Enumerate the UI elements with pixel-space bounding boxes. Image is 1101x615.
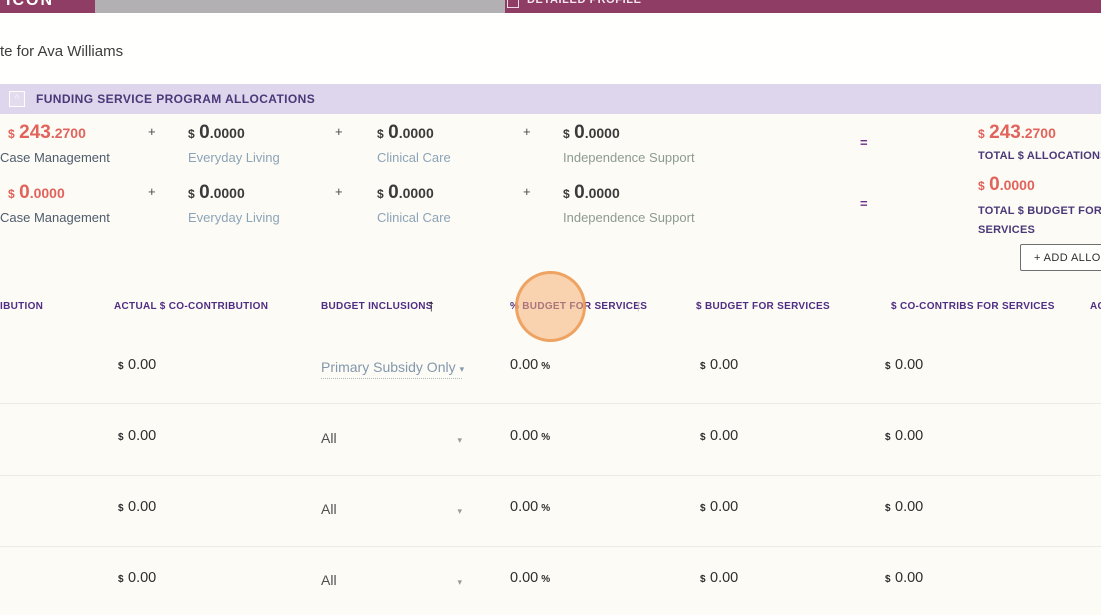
funding-allocations-section-header: ^ FUNDING SERVICE PROGRAM ALLOCATIONS (0, 84, 1101, 114)
plus-operator: + (148, 184, 156, 199)
allocation-amount-everyday-living: $ 0.0000 (188, 122, 245, 143)
sort-ascending-icon[interactable]: ↑ (427, 296, 436, 315)
plus-operator: + (335, 124, 343, 139)
chevron-down-icon: ▾ (457, 435, 462, 445)
pct-budget-for-services-value: 0.00% (510, 499, 551, 515)
budget-amount-everyday-living: $ 0.0000 (188, 182, 245, 203)
row-divider (0, 403, 1101, 404)
page-header-background (0, 13, 1101, 84)
plus-operator: + (523, 124, 531, 139)
actual-co-contribution-value: $ 0.00 (118, 499, 157, 515)
co-contribs-for-services-value: $ 0.00 (885, 570, 924, 586)
currency-symbol: $ (563, 127, 570, 141)
plus-operator: + (335, 184, 343, 199)
detailed-profile-label[interactable]: DETAILED PROFILE (527, 0, 642, 6)
add-allocation-button[interactable]: + ADD ALLOCATION (1020, 244, 1101, 271)
budget-label-case-management: Case Management (0, 210, 110, 225)
plus-operator: + (148, 124, 156, 139)
sort-ascending-icon[interactable]: ↑ (634, 296, 643, 315)
chevron-down-icon: ▾ (457, 506, 462, 516)
detailed-profile-checkbox[interactable] (507, 0, 519, 8)
currency-symbol: $ (978, 179, 985, 193)
page-title: te for Ava Williams (0, 43, 124, 60)
topbar-panel-fragment (95, 0, 505, 13)
budget-label-everyday-living: Everyday Living (188, 210, 280, 225)
row-divider (0, 546, 1101, 547)
chevron-up-icon: ^ (14, 93, 20, 105)
top-navigation-bar: ICON DETAILED PROFILE (0, 0, 1101, 13)
budget-label-independence-support: Independence Support (563, 210, 695, 225)
total-budget-for-services-label: TOTAL $ BUDGET FOR SERVICES (978, 205, 1101, 236)
allocation-label-case-management: Case Management (0, 150, 110, 165)
allocation-label-clinical-care: Clinical Care (377, 150, 451, 165)
allocation-label-everyday-living: Everyday Living (188, 150, 280, 165)
allocation-amount-case-management: $ 243.2700 (8, 122, 86, 143)
pct-budget-for-services-value: 0.00% (510, 357, 551, 373)
collapse-toggle[interactable]: ^ (9, 91, 25, 107)
currency-symbol: $ (377, 187, 384, 201)
column-header-budget-inclusions[interactable]: BUDGET INCLUSIONS (321, 301, 433, 312)
chevron-down-icon: ▾ (457, 577, 462, 587)
total-budget-for-services-amount: $ 0.0000 TOTAL $ BUDGET FOR SERVICES (978, 174, 1101, 239)
budget-inclusions-dropdown[interactable]: All ▾ (321, 430, 462, 446)
actual-co-contribution-value: $ 0.00 (118, 570, 157, 586)
budget-amount-independence-support: $ 0.0000 (563, 182, 620, 203)
currency-symbol: $ (8, 187, 15, 201)
currency-symbol: $ (978, 127, 985, 141)
pct-budget-for-services-value: 0.00% (510, 570, 551, 586)
co-contribs-for-services-value: $ 0.00 (885, 499, 924, 515)
column-header-contribution[interactable]: IBUTION (0, 301, 44, 312)
budget-amount-clinical-care: $ 0.0000 (377, 182, 434, 203)
chevron-down-icon: ▾ (459, 364, 465, 374)
currency-symbol: $ (188, 127, 195, 141)
currency-symbol: $ (563, 187, 570, 201)
budget-for-services-value: $ 0.00 (700, 357, 739, 373)
column-header-actual[interactable]: AC (1090, 301, 1101, 312)
budget-inclusions-dropdown[interactable]: All ▾ (321, 572, 462, 588)
click-indicator (515, 271, 586, 342)
budget-inclusions-dropdown[interactable]: All ▾ (321, 501, 462, 517)
budget-label-clinical-care: Clinical Care (377, 210, 451, 225)
allocation-label-independence-support: Independence Support (563, 150, 695, 165)
actual-co-contribution-value: $ 0.00 (118, 357, 157, 373)
currency-symbol: $ (8, 127, 15, 141)
budget-amount-case-management: $ 0.0000 (8, 182, 65, 203)
currency-symbol: $ (188, 187, 195, 201)
app-logo[interactable]: ICON (6, 0, 54, 9)
column-header-co-contribs-for-services[interactable]: $ CO-CONTRIBS FOR SERVICES (891, 301, 1055, 312)
budget-for-services-value: $ 0.00 (700, 428, 739, 444)
currency-symbol: $ (377, 127, 384, 141)
budget-inclusions-dropdown[interactable]: Primary Subsidy Only ▾ (321, 359, 465, 379)
plus-operator: + (523, 184, 531, 199)
actual-co-contribution-value: $ 0.00 (118, 428, 157, 444)
equals-operator: = (860, 135, 868, 150)
row-divider (0, 475, 1101, 476)
co-contribs-for-services-value: $ 0.00 (885, 357, 924, 373)
total-allocations-amount: $ 243.2700 TOTAL $ ALLOCATIONS (978, 122, 1101, 162)
column-header-actual-co-contribution[interactable]: ACTUAL $ CO-CONTRIBUTION (114, 301, 269, 312)
allocation-amount-clinical-care: $ 0.0000 (377, 122, 434, 143)
column-header-budget-for-services[interactable]: $ BUDGET FOR SERVICES (696, 301, 830, 312)
budget-for-services-value: $ 0.00 (700, 499, 739, 515)
section-title: FUNDING SERVICE PROGRAM ALLOCATIONS (36, 92, 316, 106)
total-allocations-label: TOTAL $ ALLOCATIONS (978, 150, 1101, 162)
co-contribs-for-services-value: $ 0.00 (885, 428, 924, 444)
budget-for-services-value: $ 0.00 (700, 570, 739, 586)
pct-budget-for-services-value: 0.00% (510, 428, 551, 444)
equals-operator: = (860, 196, 868, 211)
allocation-amount-independence-support: $ 0.0000 (563, 122, 620, 143)
